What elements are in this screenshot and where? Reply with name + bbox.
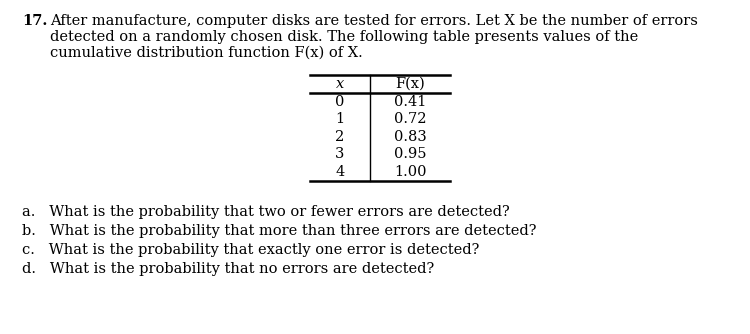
Text: F(x): F(x): [395, 77, 424, 91]
Text: b.   What is the probability that more than three errors are detected?: b. What is the probability that more tha…: [22, 224, 536, 238]
Text: 3: 3: [335, 147, 345, 161]
Text: 1: 1: [335, 112, 344, 126]
Text: 1.00: 1.00: [394, 165, 426, 179]
Text: After manufacture, computer disks are tested for errors. Let X be the number of : After manufacture, computer disks are te…: [50, 14, 698, 28]
Text: 0.72: 0.72: [394, 112, 426, 126]
Text: 0: 0: [335, 95, 345, 109]
Text: detected on a randomly chosen disk. The following table presents values of the: detected on a randomly chosen disk. The …: [50, 30, 638, 44]
Text: cumulative distribution function F(x) of X.: cumulative distribution function F(x) of…: [50, 46, 363, 60]
Text: 0.41: 0.41: [394, 95, 426, 109]
Text: x: x: [336, 77, 344, 91]
Text: 0.95: 0.95: [394, 147, 426, 161]
Text: c.   What is the probability that exactly one error is detected?: c. What is the probability that exactly …: [22, 243, 479, 257]
Text: 4: 4: [335, 165, 344, 179]
Text: d.   What is the probability that no errors are detected?: d. What is the probability that no error…: [22, 262, 434, 276]
Text: 17.: 17.: [22, 14, 47, 28]
Text: 0.83: 0.83: [394, 130, 426, 144]
Text: a.   What is the probability that two or fewer errors are detected?: a. What is the probability that two or f…: [22, 205, 510, 219]
Text: 2: 2: [335, 130, 344, 144]
